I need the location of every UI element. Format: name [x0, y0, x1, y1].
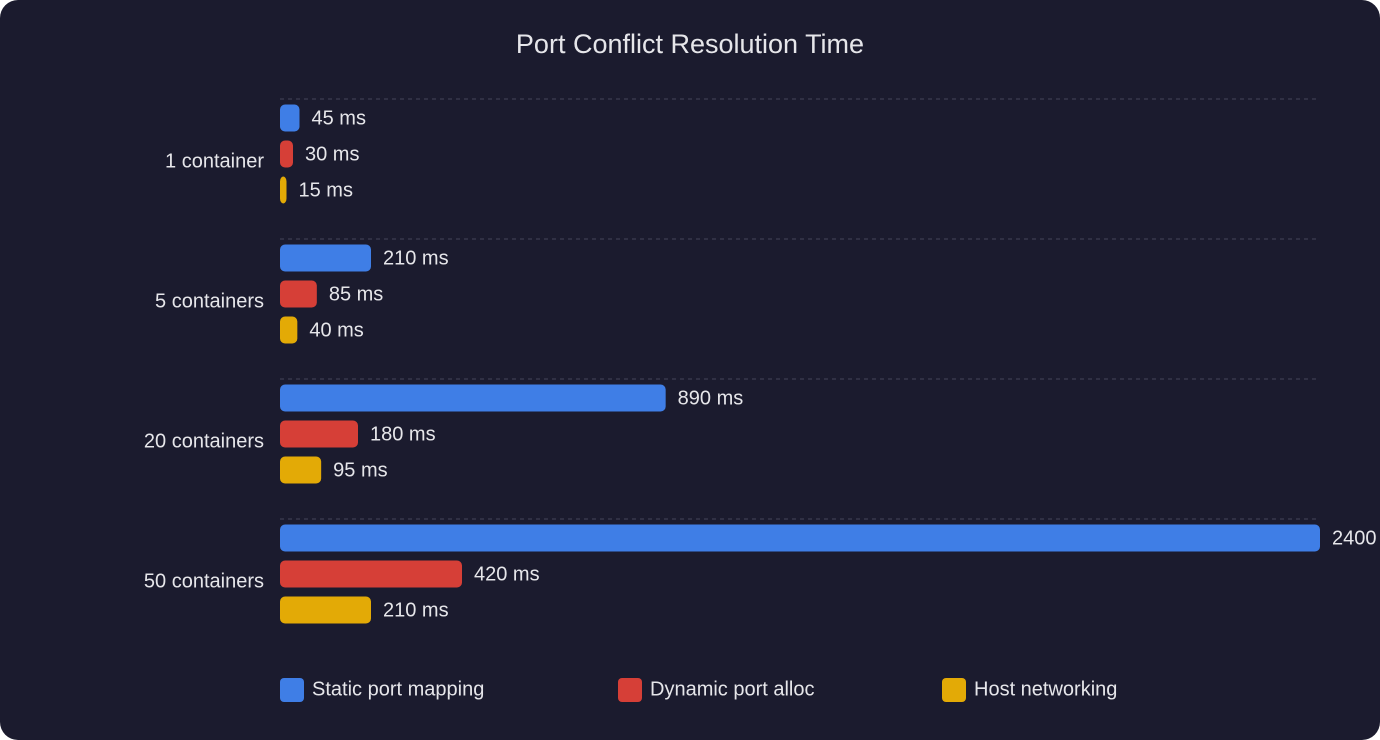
bar [280, 244, 371, 272]
data-label: 95 ms [333, 459, 387, 481]
legend-swatch [942, 678, 966, 702]
bar [280, 316, 298, 344]
bar [280, 596, 371, 624]
bar [280, 560, 462, 588]
bar [280, 524, 1320, 552]
data-label: 40 ms [309, 319, 363, 341]
bar [280, 384, 666, 412]
bar [280, 104, 300, 132]
data-label: 180 ms [370, 423, 436, 445]
data-label: 15 ms [299, 179, 353, 201]
bar [280, 280, 317, 308]
data-label: 890 ms [678, 387, 744, 409]
legend-label: Dynamic port alloc [650, 678, 815, 700]
data-label: 420 ms [474, 563, 540, 585]
bar [280, 456, 322, 484]
chart-title: Port Conflict Resolution Time [516, 29, 864, 59]
bar [280, 420, 358, 448]
data-label: 210 ms [383, 247, 449, 269]
data-label: 30 ms [305, 143, 359, 165]
bar [280, 176, 287, 204]
y-tick-label: 5 containers [155, 290, 264, 312]
y-tick-label: 20 containers [144, 430, 264, 452]
y-tick-label: 1 container [165, 150, 264, 172]
data-label: 2400 ms [1332, 527, 1380, 549]
legend-swatch [280, 678, 304, 702]
bar [280, 140, 293, 168]
legend-label: Static port mapping [312, 678, 484, 700]
legend-label: Host networking [974, 678, 1117, 700]
legend-swatch [618, 678, 642, 702]
y-tick-label: 50 containers [144, 570, 264, 592]
data-label: 45 ms [312, 107, 366, 129]
data-label: 85 ms [329, 283, 383, 305]
data-label: 210 ms [383, 599, 449, 621]
